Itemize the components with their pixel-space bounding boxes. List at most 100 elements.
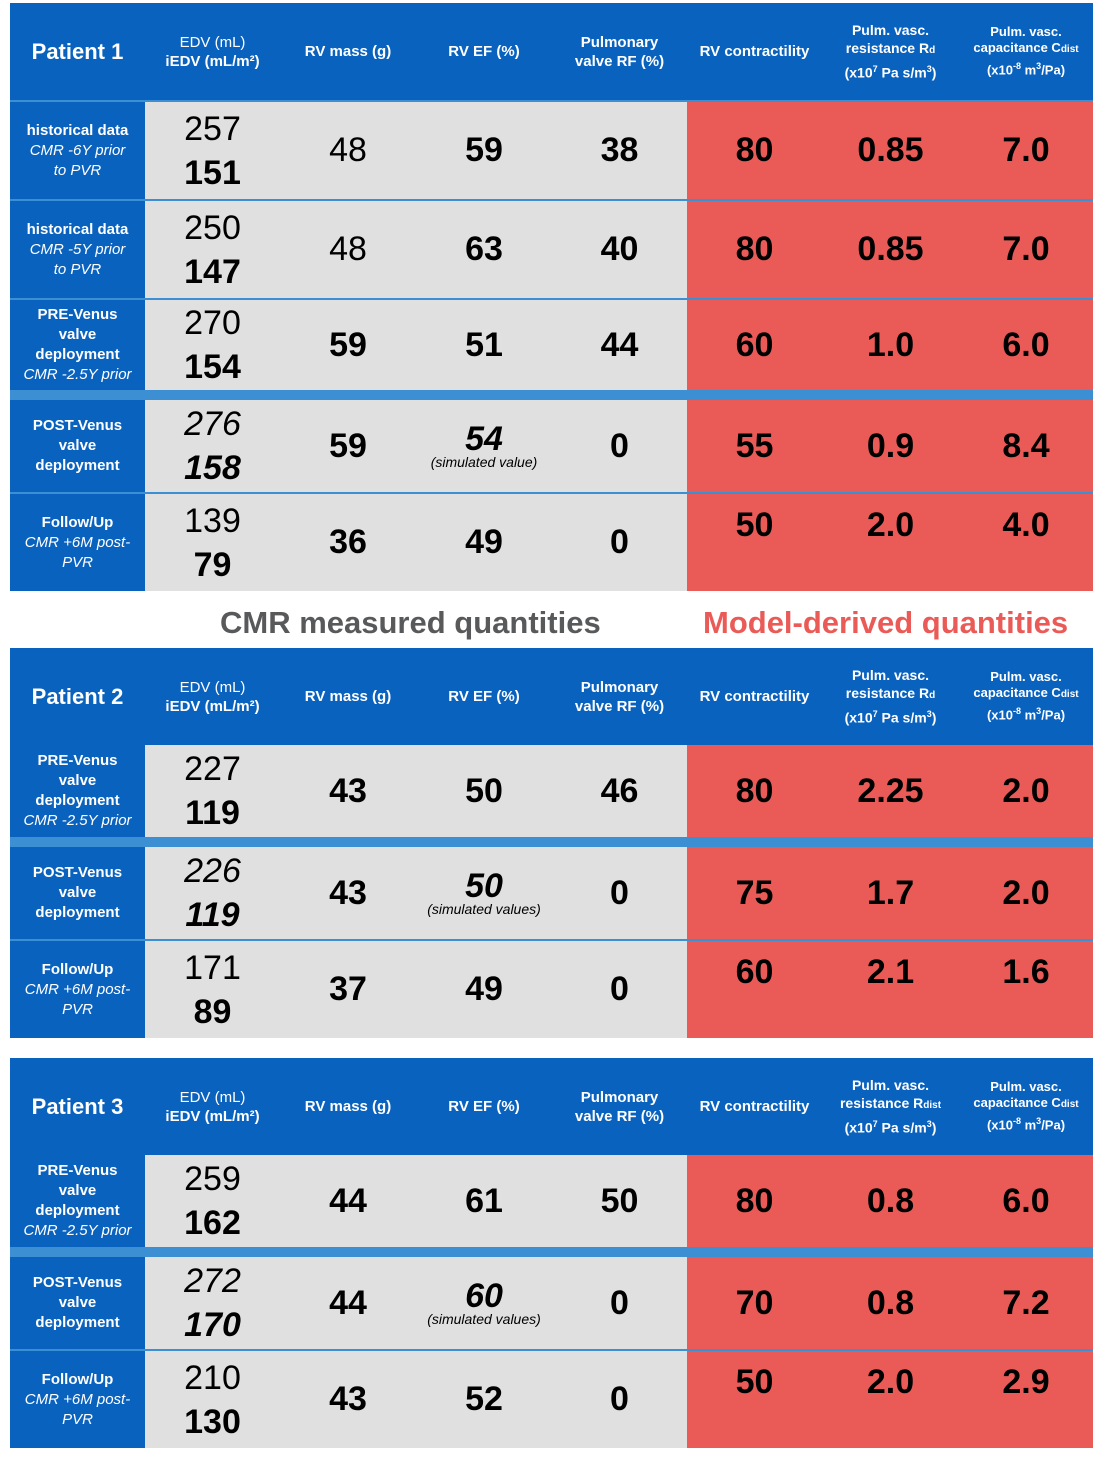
edv-cell: 259 162 [145, 1155, 280, 1247]
edv-cell: 227 119 [145, 745, 280, 837]
rf-cell: 0 [552, 941, 687, 1038]
contractility-cell: 55 [687, 400, 822, 492]
row-label: POST-Venus valve deployment [10, 1257, 145, 1349]
resistance-cell: 1.0 [822, 300, 959, 390]
edv-cell: 226 119 [145, 847, 280, 939]
edv-cell: 139 79 [145, 494, 280, 591]
row-label: Follow/Up CMR +6M post- PVR [10, 1351, 145, 1448]
edv-header: EDV (mL) iEDV (mL/m²) [165, 1088, 260, 1125]
ef-cell: 60 (simulated values) [416, 1257, 552, 1349]
mass-cell: 36 [280, 494, 416, 591]
table-row: PRE-Venus valve deployment CMR -2.5Y prior … [10, 745, 1093, 837]
contractility-cell: 80 [687, 201, 822, 298]
capacitance-header: Pulm. vasc. capacitance Cdist (x10-8 m3/Pa… [973, 669, 1079, 723]
edv-cell: 257 151 [145, 102, 280, 199]
contractility-cell: 80 [687, 102, 822, 199]
ef-cell: 51 [416, 300, 552, 390]
rf-cell: 0 [552, 1351, 687, 1448]
mass-cell: 48 [280, 201, 416, 298]
simulated-note: (simulated values) [427, 901, 541, 917]
contractility-cell: 60 [687, 941, 822, 1038]
ef-cell: 49 [416, 494, 552, 591]
mass-cell: 59 [280, 300, 416, 390]
patient-3-table: Patient 3 EDV (mL) iEDV (mL/m²) RV mass (… [10, 1058, 1093, 1448]
simulated-note: (simulated values) [427, 1311, 541, 1327]
mass-cell: 43 [280, 847, 416, 939]
resistance-header: Pulm. vasc. resistance Rdist (x107 Pa s/m3… [839, 1077, 942, 1136]
resistance-header: Pulm. vasc. resistance Rd (x107 Pa s/m3) [844, 667, 937, 726]
rf-cell: 44 [552, 300, 687, 390]
ef-cell: 61 [416, 1155, 552, 1247]
patient-title: Patient 1 [31, 39, 124, 64]
legend-model: Model-derived quantities [703, 605, 1069, 640]
table-row: historical data CMR -6Y prior to PVR 257 15… [10, 100, 1093, 199]
rf-cell: 38 [552, 102, 687, 199]
capacitance-cell: 6.0 [959, 1155, 1093, 1247]
patient-1-table: Patient 1 EDV (mL) iEDV (mL/m²) RV mass (… [10, 3, 1093, 591]
ef-cell: 50 [416, 745, 552, 837]
contractility-cell: 60 [687, 300, 822, 390]
contractility-cell: 50 [687, 1351, 822, 1448]
legend-measured: CMR measured quantities [220, 605, 601, 640]
capacitance-cell: 6.0 [959, 300, 1093, 390]
contractility-header: RV contractility [699, 1098, 810, 1115]
edv-header: EDV (mL) iEDV (mL/m²) [165, 678, 260, 715]
rf-header: Pulmonary valve RF (%) [574, 33, 665, 70]
resistance-cell: 0.8 [822, 1155, 959, 1247]
table-row: POST-Venus valve deployment 226 119 43 50 (s… [10, 837, 1093, 939]
patient-title: Patient 2 [31, 684, 124, 709]
rf-header: Pulmonary valve RF (%) [574, 678, 665, 715]
resistance-cell: 1.7 [822, 847, 959, 939]
table-header: Patient 2 EDV (mL) iEDV (mL/m²) RV mass (… [10, 648, 1093, 745]
resistance-cell: 2.0 [822, 1351, 959, 1448]
row-label: Follow/Up CMR +6M post- PVR [10, 941, 145, 1038]
capacitance-cell: 2.0 [959, 745, 1093, 837]
edv-cell: 210 130 [145, 1351, 280, 1448]
capacitance-cell: 4.0 [959, 494, 1093, 591]
capacitance-cell: 2.9 [959, 1351, 1093, 1448]
resistance-cell: 0.85 [822, 102, 959, 199]
ef-cell: 63 [416, 201, 552, 298]
capacitance-cell: 7.0 [959, 102, 1093, 199]
capacitance-header: Pulm. vasc. capacitance Cdist (x10-8 m3/Pa… [973, 24, 1079, 78]
patient-title: Patient 3 [31, 1094, 124, 1119]
mass-cell: 48 [280, 102, 416, 199]
row-label: PRE-Venus valve deployment CMR -2.5Y prior [10, 300, 145, 390]
mass-cell: 44 [280, 1155, 416, 1247]
contractility-cell: 75 [687, 847, 822, 939]
capacitance-cell: 7.0 [959, 201, 1093, 298]
contractility-cell: 70 [687, 1257, 822, 1349]
resistance-cell: 2.1 [822, 941, 959, 1038]
rf-header: Pulmonary valve RF (%) [574, 1088, 665, 1125]
mass-cell: 43 [280, 745, 416, 837]
rv-mass-header: RV mass (g) [304, 43, 392, 60]
row-label: historical data CMR -5Y prior to PVR [10, 201, 145, 298]
table-row: Follow/Up CMR +6M post- PVR 139 79 36 49 0 … [10, 492, 1093, 591]
contractility-header: RV contractility [699, 43, 810, 60]
ef-cell: 59 [416, 102, 552, 199]
rf-cell: 0 [552, 494, 687, 591]
resistance-cell: 0.9 [822, 400, 959, 492]
table-row: Follow/Up CMR +6M post- PVR 171 89 37 49 0 … [10, 939, 1093, 1038]
table-row: PRE-Venus valve deployment CMR -2.5Y prior … [10, 1155, 1093, 1247]
edv-cell: 272 170 [145, 1257, 280, 1349]
edv-cell: 270 154 [145, 300, 280, 390]
row-label: historical data CMR -6Y prior to PVR [10, 102, 145, 199]
rf-cell: 50 [552, 1155, 687, 1247]
rf-cell: 40 [552, 201, 687, 298]
edv-cell: 171 89 [145, 941, 280, 1038]
rv-ef-header: RV EF (%) [448, 43, 520, 60]
mass-cell: 44 [280, 1257, 416, 1349]
capacitance-cell: 1.6 [959, 941, 1093, 1038]
legend: CMR measured quantities Model-derived qu… [0, 596, 1104, 651]
capacitance-cell: 7.2 [959, 1257, 1093, 1349]
ef-cell: 52 [416, 1351, 552, 1448]
ef-cell: 50 (simulated values) [416, 847, 552, 939]
table-header: Patient 3 EDV (mL) iEDV (mL/m²) RV mass (… [10, 1058, 1093, 1155]
rf-cell: 0 [552, 400, 687, 492]
row-label: PRE-Venus valve deployment CMR -2.5Y prior [10, 745, 145, 837]
resistance-cell: 2.25 [822, 745, 959, 837]
rv-ef-header: RV EF (%) [448, 688, 520, 705]
table-row: Follow/Up CMR +6M post- PVR 210 130 43 52 0… [10, 1349, 1093, 1448]
rf-cell: 0 [552, 1257, 687, 1349]
